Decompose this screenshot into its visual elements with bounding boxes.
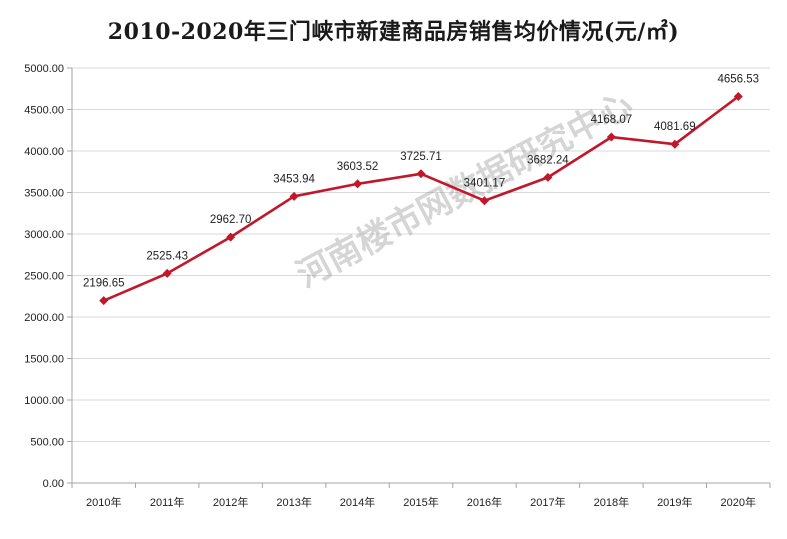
axes <box>67 67 771 488</box>
y-tick-label: 2000.00 <box>24 312 64 324</box>
data-point-marker <box>733 92 743 102</box>
data-point-marker <box>479 196 489 206</box>
y-tick-label: 5000.00 <box>24 63 64 75</box>
watermark: 河南楼市网数据研究中心 <box>290 85 639 296</box>
data-point-marker <box>543 172 553 182</box>
data-label: 2962.70 <box>210 214 252 226</box>
y-tick-label: 3000.00 <box>24 229 64 241</box>
y-tick-label: 500.00 <box>30 437 64 449</box>
data-label: 3725.71 <box>400 151 442 163</box>
data-label: 4168.07 <box>591 114 633 126</box>
gridlines <box>72 67 770 442</box>
x-tick-label: 2012年 <box>213 495 248 509</box>
data-point-marker <box>416 169 426 179</box>
data-label: 3401.17 <box>464 178 506 190</box>
data-point-marker <box>226 232 236 242</box>
data-label: 4081.69 <box>654 121 696 133</box>
y-tick-label: 3500.00 <box>24 188 64 200</box>
x-axis-tick-labels: 2010年 2011年 2012年 2013年 2014年 2015年 2016年 2017年… <box>86 495 756 509</box>
data-label: 4656.53 <box>717 74 759 86</box>
data-point-marker <box>162 268 172 278</box>
data-labels: 2196.65 2525.43 2962.70 3453.94 3603.52 3725.… <box>83 74 759 290</box>
x-tick-label: 2014年 <box>340 495 375 509</box>
data-point-marker <box>99 296 109 306</box>
x-tick-label: 2018年 <box>594 495 629 509</box>
data-label: 3682.24 <box>527 154 569 166</box>
chart-title: 2010-2020年三门峡市新建商品房销售均价情况(元/㎡) <box>107 19 680 45</box>
data-points <box>99 92 743 306</box>
y-tick-label: 2500.00 <box>24 271 64 283</box>
x-tick-label: 2011年 <box>150 495 185 509</box>
data-label: 3453.94 <box>273 173 315 185</box>
x-tick-label: 2016年 <box>467 495 502 509</box>
y-axis-tick-labels: 0.00 500.00 1000.00 1500.00 2000.00 2500.00 30… <box>24 63 64 490</box>
x-tick-label: 2020年 <box>721 495 756 509</box>
data-label: 3603.52 <box>337 161 379 173</box>
data-label: 2525.43 <box>146 250 188 262</box>
x-tick-label: 2017年 <box>530 495 565 509</box>
watermark-text: 河南楼市网数据研究中心 <box>290 85 639 296</box>
data-label: 2196.65 <box>83 278 125 290</box>
y-tick-label: 4000.00 <box>24 146 64 158</box>
y-tick-label: 1000.00 <box>24 395 64 407</box>
data-point-marker <box>289 191 299 201</box>
x-tick-label: 2013年 <box>276 495 311 509</box>
data-point-marker <box>670 139 680 149</box>
y-tick-label: 4500.00 <box>24 105 64 117</box>
x-tick-label: 2019年 <box>657 495 692 509</box>
x-tick-label: 2010年 <box>86 495 121 509</box>
x-tick-label: 2015年 <box>403 495 438 509</box>
data-point-marker <box>606 132 616 142</box>
y-tick-label: 1500.00 <box>24 354 64 366</box>
data-point-marker <box>353 179 363 189</box>
y-tick-label: 0.00 <box>43 478 64 490</box>
